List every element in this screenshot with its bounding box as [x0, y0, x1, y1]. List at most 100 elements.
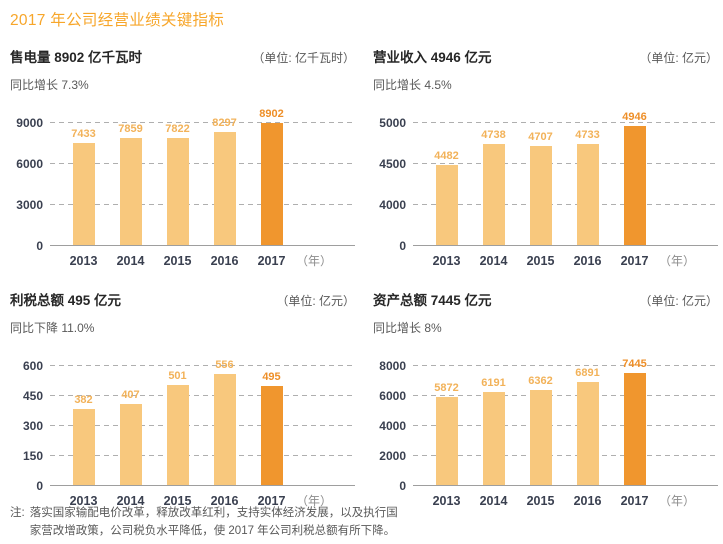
bar-value-label: 556 [215, 358, 234, 371]
chart-panel-total-assets: 资产总额 7445 亿元 （单位: 亿元） 同比增长 8% 0 2000 4000 6… [373, 289, 718, 509]
x-tick-label: 2013 [69, 494, 98, 508]
chart-subtitle: 同比下降 11.0% [10, 321, 95, 335]
bar-value-label: 4482 [434, 149, 459, 162]
x-tick-label: 2014 [116, 494, 145, 508]
bar-value-label: 4707 [528, 131, 553, 143]
bar-slot: 8902 [248, 108, 295, 245]
bar-slot: 6891 [564, 367, 611, 485]
bar-value-label: 8902 [259, 108, 284, 121]
gridline [50, 395, 355, 396]
chart-header: 售电量 8902 亿千瓦时 （单位: 亿千瓦时） [10, 46, 355, 66]
chart-unit-label: （单位: 亿元） [639, 51, 718, 65]
footnote-prefix: 注: [10, 507, 25, 519]
y-tick-label: 8000 [379, 359, 406, 373]
y-tick-label: 0 [399, 239, 406, 253]
bar-slot: 501 [154, 370, 201, 485]
bar-slot: 7433 [60, 128, 107, 245]
bar-2015 [529, 146, 552, 245]
y-tick-label: 0 [399, 479, 406, 493]
x-tick-label: 2016 [210, 494, 239, 508]
bar-value-label: 8297 [212, 116, 237, 129]
bar-slot: 7859 [107, 123, 154, 245]
y-tick-label: 5000 [379, 116, 406, 130]
gridline [413, 395, 718, 396]
y-tick-label: 9000 [16, 116, 43, 130]
x-tick-label: 2014 [116, 254, 145, 268]
x-axis-baseline [50, 245, 355, 246]
x-tick-label: 2015 [163, 494, 192, 508]
gridline [413, 455, 718, 456]
gridline [413, 365, 718, 366]
bar-value-label: 407 [121, 388, 140, 401]
bar-slot: 7822 [154, 123, 201, 245]
bar-value-label: 6362 [528, 374, 553, 387]
bar-2014 [119, 403, 142, 485]
gridline [50, 365, 355, 366]
gridline [50, 425, 355, 426]
plot-area: 0 150 300 450 600 382 407 501 556 495 [23, 359, 355, 493]
x-tick-label: 2014 [479, 254, 508, 268]
footnote: 注: 落实国家输配电价改革，释放改革红利，支持实体经济发展，以及执行国 家营改增… [10, 504, 398, 541]
chart-panel-profit-and-tax: 利税总额 495 亿元 （单位: 亿元） 同比下降 11.0% 0 150 300 4… [10, 289, 355, 509]
x-axis-baseline [413, 485, 718, 486]
x-tick-label: 2015 [526, 254, 555, 268]
y-tick-label: 6000 [16, 157, 43, 171]
footnote-body: 落实国家输配电价改革，释放改革红利，支持实体经济发展，以及执行国 家营改增政策，… [30, 504, 398, 541]
gridline [413, 204, 718, 205]
chart-title: 利税总额 495 亿元 [10, 293, 122, 308]
y-tick-label: 300 [22, 419, 43, 433]
chart-subtitle: 同比增长 4.5% [373, 78, 452, 92]
chart-header: 利税总额 495 亿元 （单位: 亿元） [10, 289, 355, 309]
x-tick-label: 2013 [69, 254, 98, 268]
bar-slot: 6362 [517, 375, 564, 485]
y-tick-label: 3000 [16, 198, 43, 212]
gridline [413, 425, 718, 426]
y-tick-label: 2000 [379, 449, 406, 463]
x-tick-label: 2015 [163, 254, 192, 268]
x-axis-labels: 2013 2014 2015 2016 2017 （年） [60, 252, 355, 269]
bar-2013 [72, 408, 95, 485]
plot-area: 0 4000 4500 5000 4482 4738 4707 4733 4946 [379, 111, 718, 253]
gridline [50, 204, 355, 205]
x-tick-label: 2017 [257, 254, 286, 268]
x-tick-label: 2016 [573, 254, 602, 268]
bar-slot: 7445 [611, 358, 658, 485]
bar-value-label: 382 [74, 393, 93, 406]
bar-2017 [260, 386, 283, 485]
bar-slot: 4733 [564, 129, 611, 245]
bar-2014 [482, 392, 505, 485]
bar-2013 [435, 164, 458, 245]
chart-title: 售电量 8902 亿千瓦时 [10, 50, 143, 65]
y-tick-label: 4500 [379, 157, 406, 171]
x-tick-label: 2017 [257, 494, 286, 508]
bar-slot: 495 [248, 371, 295, 485]
bar-slot: 8297 [201, 117, 248, 245]
y-tick-label: 6000 [379, 389, 406, 403]
bar-value-label: 4946 [622, 111, 647, 124]
bars-group: 382 407 501 556 495 [60, 359, 295, 485]
bar-slot: 6191 [470, 377, 517, 485]
bar-value-label: 7859 [118, 122, 143, 135]
bar-value-label: 4733 [575, 128, 600, 141]
chart-title: 资产总额 7445 亿元 [373, 293, 492, 308]
bar-slot: 5872 [423, 382, 470, 485]
bars-group: 4482 4738 4707 4733 4946 [423, 111, 658, 245]
bar-2017 [623, 126, 646, 245]
chart-panel-electricity-sales: 售电量 8902 亿千瓦时 （单位: 亿千瓦时） 同比增长 7.3% 0 3000… [10, 46, 355, 269]
bar-slot: 4482 [423, 149, 470, 245]
gridline [413, 122, 718, 123]
x-axis-labels: 2013 2014 2015 2016 2017 （年） [423, 252, 718, 269]
bar-value-label: 6891 [575, 366, 600, 379]
chart-unit-label: （单位: 亿千瓦时） [252, 51, 355, 65]
bar-2015 [166, 384, 189, 485]
chart-header: 营业收入 4946 亿元 （单位: 亿元） [373, 46, 718, 66]
bar-2014 [119, 137, 142, 245]
x-tick-label: 2017 [620, 494, 649, 508]
bar-slot: 382 [60, 394, 107, 485]
bar-value-label: 5872 [434, 381, 459, 394]
chart-unit-label: （单位: 亿元） [276, 294, 355, 308]
chart-unit-label: （单位: 亿元） [639, 294, 718, 308]
footnote-line-1: 落实国家输配电价改革，释放改革红利，支持实体经济发展，以及执行国 [29, 507, 398, 519]
bar-2016 [213, 131, 236, 245]
